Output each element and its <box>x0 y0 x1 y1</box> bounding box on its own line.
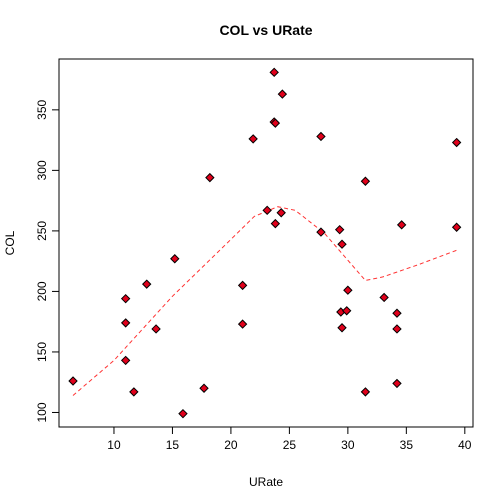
data-point <box>68 376 78 386</box>
data-point <box>392 378 402 389</box>
chart-title: COL vs URate <box>219 22 312 38</box>
y-tick-label: 100 <box>35 402 49 422</box>
data-point <box>360 387 371 397</box>
data-point <box>276 208 286 218</box>
data-point <box>316 131 326 142</box>
data-point <box>170 254 180 264</box>
data-point <box>178 408 188 419</box>
data-point <box>205 172 215 183</box>
x-tick-label: 25 <box>283 438 297 452</box>
y-axis-label: COL <box>3 230 17 255</box>
data-point <box>120 355 131 366</box>
data-point <box>151 324 161 334</box>
data-point <box>316 227 326 237</box>
y-tick-label: 350 <box>35 100 49 120</box>
y-axis-ticks: 100 150 200 250 300 350 <box>35 100 59 422</box>
data-point <box>451 222 462 232</box>
x-tick-label: 10 <box>107 438 121 452</box>
y-tick-label: 300 <box>35 160 49 180</box>
data-point <box>237 319 248 329</box>
data-point <box>269 67 279 78</box>
trend-line <box>72 206 457 396</box>
x-axis-ticks: 10 15 20 25 30 35 40 <box>107 427 472 452</box>
data-point <box>360 176 371 186</box>
data-point <box>270 118 281 128</box>
data-point <box>199 383 209 393</box>
data-point <box>396 220 407 230</box>
data-point <box>392 308 402 318</box>
x-tick-label: 35 <box>400 438 414 452</box>
data-point <box>237 280 248 291</box>
data-point <box>142 279 152 289</box>
data-point <box>120 318 131 328</box>
data-point <box>379 292 389 303</box>
x-axis-label: URate <box>249 475 283 489</box>
data-point <box>337 323 347 333</box>
data-point <box>451 137 462 148</box>
x-tick-label: 20 <box>224 438 238 452</box>
data-point <box>277 89 288 99</box>
x-tick-label: 30 <box>341 438 355 452</box>
data-point <box>262 205 272 216</box>
data-point <box>392 324 402 334</box>
x-tick-label: 15 <box>166 438 180 452</box>
data-point <box>120 293 131 304</box>
data-point <box>248 134 258 144</box>
y-tick-label: 200 <box>35 281 49 301</box>
data-point <box>343 285 353 295</box>
data-point <box>337 239 347 249</box>
x-tick-label: 40 <box>458 438 472 452</box>
data-point <box>334 224 345 235</box>
data-points <box>68 67 462 419</box>
data-point <box>270 218 281 229</box>
data-point <box>341 306 352 316</box>
y-tick-label: 150 <box>35 342 49 362</box>
plot-area <box>58 58 474 428</box>
y-tick-label: 250 <box>35 221 49 241</box>
data-point <box>129 387 139 397</box>
